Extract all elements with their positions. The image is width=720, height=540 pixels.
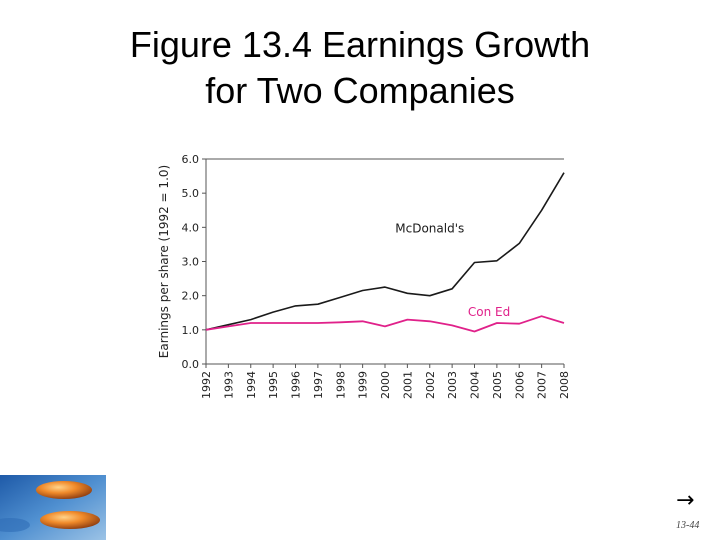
x-tick-label: 2001: [401, 371, 414, 399]
x-tick-label: 2008: [558, 371, 571, 399]
y-axis-ticks: 0.0 1.0 2.0 3.0 4.0 5.0 6.0: [182, 153, 206, 371]
x-tick-label: 1998: [334, 371, 347, 399]
y-tick-label: 6.0: [182, 153, 200, 166]
x-tick-label: 2003: [446, 371, 459, 399]
footer-stones-image: [0, 475, 106, 540]
x-tick-label: 2002: [424, 371, 437, 399]
y-tick-label: 0.0: [182, 358, 200, 371]
x-axis-ticks: 1992 1993 1994 1995 1996 1997 1998 1999 2000 2001…: [200, 364, 571, 399]
earnings-chart: 0.0 1.0 2.0 3.0 4.0 5.0 6.0 1992 1993 1994 1995 19…: [150, 148, 590, 410]
x-tick-label: 1994: [245, 371, 258, 399]
series-label-coned: Con Ed: [468, 305, 510, 319]
series-labels: McDonald's Con Ed: [395, 221, 510, 319]
x-tick-label: 1995: [267, 371, 280, 399]
x-tick-label: 2004: [469, 371, 482, 399]
y-tick-label: 4.0: [182, 221, 200, 234]
x-tick-label: 1997: [312, 371, 325, 399]
series-line-coned: [205, 315, 565, 333]
y-tick-label: 2.0: [182, 290, 200, 303]
series-line-mcdonalds: [205, 172, 565, 331]
plot-frame: [205, 158, 564, 365]
x-tick-label: 1993: [222, 371, 235, 399]
slide-title: Figure 13.4 Earnings Growth for Two Comp…: [0, 22, 720, 114]
y-axis-label: Earnings per share (1992 = 1.0): [157, 165, 171, 358]
x-tick-label: 1996: [290, 371, 303, 399]
y-tick-label: 5.0: [182, 187, 200, 200]
earnings-chart-svg: 0.01.02.03.04.05.06.0 1992 1993 1994 1995 19…: [157, 153, 571, 399]
x-tick-label: 2000: [379, 371, 392, 399]
y-tick-label: 3.0: [182, 256, 200, 269]
next-arrow-icon[interactable]: →: [676, 488, 695, 513]
series-lines: [205, 172, 565, 333]
x-tick-label: 2006: [513, 371, 526, 399]
x-tick-label: 1999: [357, 371, 370, 399]
x-tick-label: 1992: [200, 371, 213, 399]
y-tick-label: 1.0: [182, 324, 200, 337]
series-label-mcdonalds: McDonald's: [395, 221, 464, 235]
x-tick-label: 2005: [491, 371, 504, 399]
slide-number: 13-44: [676, 520, 700, 531]
x-tick-label: 2007: [536, 371, 549, 399]
slide-title-line-1: Figure 13.4 Earnings Growth: [129, 24, 591, 65]
slide-title-line-2: for Two Companies: [205, 70, 515, 111]
